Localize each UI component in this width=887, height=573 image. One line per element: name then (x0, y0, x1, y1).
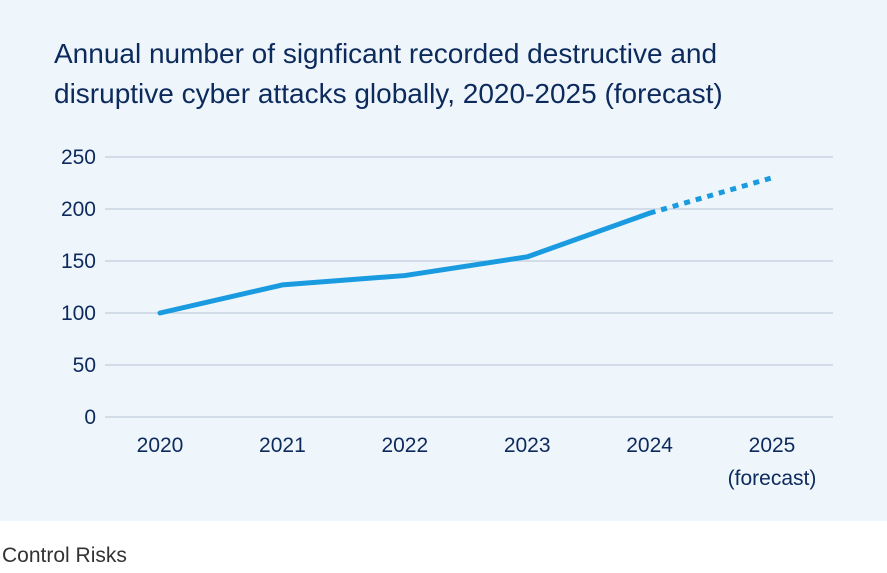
x-tick-label-3: 2023 (504, 434, 551, 457)
y-tick-label-0: 0 (84, 406, 96, 429)
series-line-actual (157, 210, 653, 316)
y-tick-label-150: 150 (61, 250, 96, 273)
x-tick-label-5: 2025 (749, 434, 796, 457)
x-tick-label-4: 2024 (626, 434, 673, 457)
y-tick-label-50: 50 (73, 354, 96, 377)
series-line-forecast (648, 175, 773, 216)
chart-panel: Annual number of signficant recorded des… (0, 0, 887, 521)
x-tick-label-1: 2021 (259, 434, 306, 457)
x-tick-label-5-line-2: (forecast) (728, 467, 817, 490)
source-credit: Control Risks (2, 544, 127, 567)
y-tick-label-250: 250 (61, 146, 96, 169)
y-tick-label-100: 100 (61, 302, 96, 325)
chart-title-line-2: disruptive cyber attacks globally, 2020-… (54, 78, 723, 109)
y-tick-label-200: 200 (61, 198, 96, 221)
line-chart: 0 50 100 150 200 250 2020 2021 2022 2023 2024 2025 (… (61, 146, 833, 490)
x-tick-label-0: 2020 (137, 434, 184, 457)
x-tick-label-2: 2022 (381, 434, 428, 457)
chart-title: Annual number of signficant recorded des… (54, 34, 854, 114)
chart-title-line-1: Annual number of signficant recorded des… (54, 38, 718, 69)
